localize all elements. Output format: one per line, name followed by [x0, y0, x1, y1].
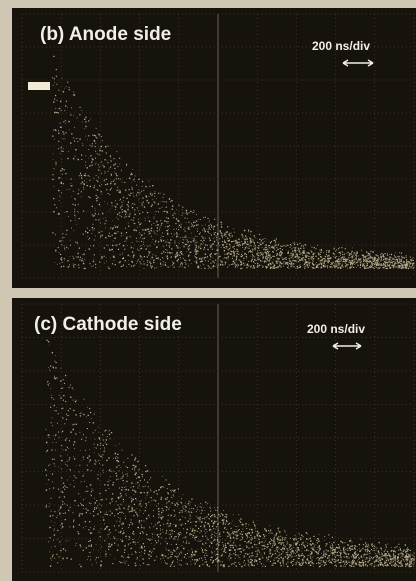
marker	[28, 82, 50, 90]
panel-anode: (b) Anode side 200 ns/div	[12, 8, 416, 288]
time-scale: 200 ns/div	[312, 39, 370, 53]
panel-label: (b) Anode side	[40, 24, 171, 45]
time-scale: 200 ns/div	[307, 322, 365, 336]
panel-label: (c) Cathode side	[34, 314, 182, 335]
figure: (b) Anode side 200 ns/div (c) Cathode si…	[0, 0, 416, 581]
panel-cathode: (c) Cathode side 200 ns/div	[12, 298, 416, 581]
